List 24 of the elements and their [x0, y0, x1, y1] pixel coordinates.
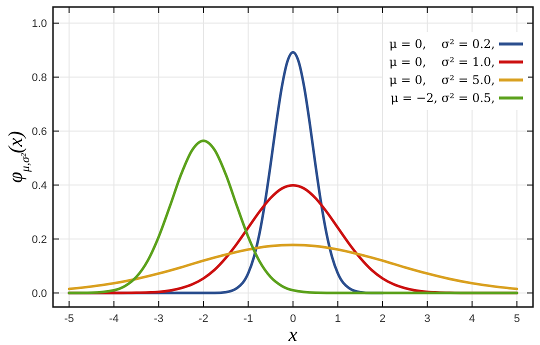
x-tick-label: 1: [334, 313, 341, 325]
y-tick-label: 0.6: [32, 126, 47, 138]
x-tick-label: -1: [243, 313, 254, 325]
x-tick-label: 2: [379, 313, 386, 325]
legend-label: μ = 0, σ² = 1.0,: [389, 55, 495, 69]
legend-label: μ = 0, σ² = 5.0,: [389, 73, 495, 87]
x-tick-label: 4: [469, 313, 476, 325]
y-tick-label: 0.8: [32, 72, 47, 84]
legend-label: μ = 0, σ² = 0.2,: [389, 37, 495, 51]
y-tick-label: 1.0: [32, 18, 47, 30]
x-tick-label: -3: [154, 313, 164, 325]
legend-label: μ = −2, σ² = 0.5,: [390, 91, 495, 105]
line-series: [68, 244, 518, 290]
x-tick-label: 0: [290, 313, 296, 325]
x-tick-label: 3: [424, 313, 430, 325]
y-tick-label: 0.0: [32, 288, 47, 300]
x-axis-title: x: [288, 324, 298, 345]
x-tick-label: -4: [109, 313, 119, 325]
x-tick-label: -2: [198, 313, 208, 325]
line-series: [68, 140, 518, 294]
x-tick-label: -5: [64, 313, 74, 325]
y-tick-label: 0.2: [32, 234, 47, 246]
y-tick-label: 0.4: [32, 180, 47, 192]
x-tick-label: 5: [514, 313, 520, 325]
